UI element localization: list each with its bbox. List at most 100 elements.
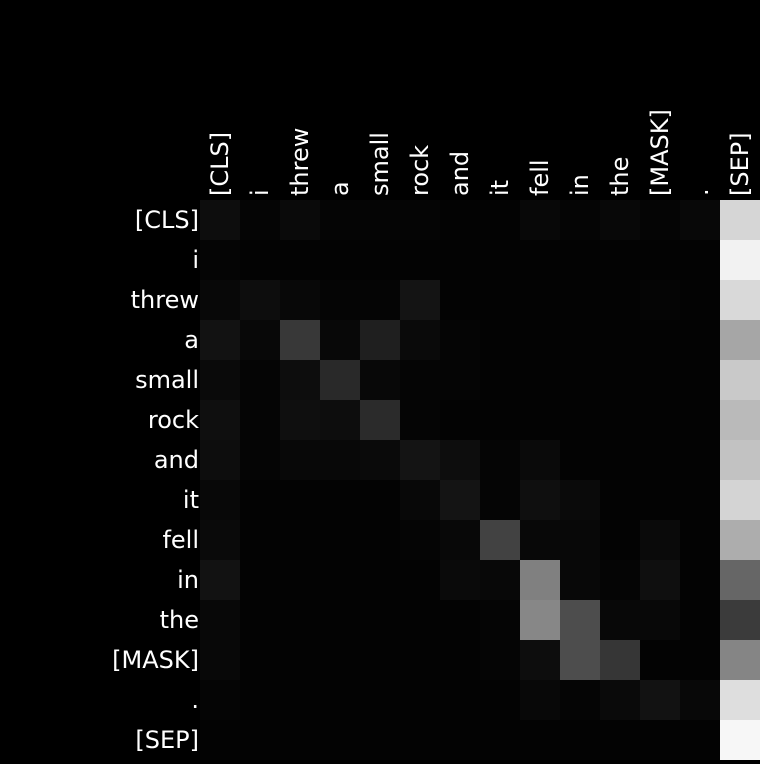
heatmap-cell-r10-c2 [280,600,320,640]
heatmap-cell-r12-c7 [480,680,520,720]
heatmap-cell-r3-c4 [360,320,400,360]
heatmap-cell-r6-c1 [240,440,280,480]
heatmap-cell-r1-c10 [600,240,640,280]
heatmap-cell-r3-c9 [560,320,600,360]
heatmap-cell-r6-c4 [360,440,400,480]
heatmap-cell-r10-c1 [240,600,280,640]
heatmap-cell-r12-c8 [520,680,560,720]
heatmap-cell-r1-c12 [680,240,720,280]
heatmap-cell-r5-c5 [400,400,440,440]
heatmap-cell-r6-c7 [480,440,520,480]
y-axis-tick-labels: [CLS] i threw a small rock and it fell in the [MASK… [112,206,199,754]
heatmap-cell-r12-c0 [200,680,240,720]
heatmap-cell-r3-c11 [640,320,680,360]
heatmap-cell-r0-c2 [280,200,320,240]
heatmap-cell-r10-c11 [640,600,680,640]
y-tick-label: threw [131,286,199,314]
heatmap-cell-r0-c11 [640,200,680,240]
heatmap-cell-r0-c5 [400,200,440,240]
heatmap-cell-r13-c4 [360,720,400,760]
heatmap-cells [200,200,760,760]
heatmap-cell-r7-c13 [720,480,760,520]
heatmap-cell-r8-c3 [320,520,360,560]
heatmap-cell-r5-c7 [480,400,520,440]
heatmap-cell-r8-c11 [640,520,680,560]
heatmap-cell-r5-c10 [600,400,640,440]
heatmap-cell-r0-c8 [520,200,560,240]
heatmap-cell-r12-c11 [640,680,680,720]
heatmap-cell-r3-c7 [480,320,520,360]
heatmap-cell-r13-c7 [480,720,520,760]
heatmap-cell-r10-c0 [200,600,240,640]
heatmap-cell-r3-c12 [680,320,720,360]
heatmap-cell-r9-c11 [640,560,680,600]
heatmap-cell-r8-c4 [360,520,400,560]
heatmap-cell-r12-c12 [680,680,720,720]
heatmap-cell-r9-c2 [280,560,320,600]
heatmap-cell-r1-c6 [440,240,480,280]
heatmap-cell-r6-c11 [640,440,680,480]
heatmap-cell-r11-c2 [280,640,320,680]
heatmap-cell-r7-c7 [480,480,520,520]
heatmap-cell-r9-c6 [440,560,480,600]
heatmap-cell-r2-c9 [560,280,600,320]
heatmap-cell-r7-c9 [560,480,600,520]
x-tick-label: it [486,180,514,196]
heatmap-cell-r11-c10 [600,640,640,680]
heatmap-cell-r13-c1 [240,720,280,760]
heatmap-cell-r2-c0 [200,280,240,320]
heatmap-cell-r6-c8 [520,440,560,480]
y-tick-label: [MASK] [112,646,199,674]
heatmap-cell-r10-c4 [360,600,400,640]
heatmap-cell-r13-c10 [600,720,640,760]
heatmap-cell-r1-c8 [520,240,560,280]
heatmap-cell-r5-c13 [720,400,760,440]
x-tick-label: fell [526,159,554,196]
heatmap-cell-r4-c4 [360,360,400,400]
heatmap-cell-r9-c9 [560,560,600,600]
heatmap-cell-r4-c8 [520,360,560,400]
heatmap-cell-r2-c6 [440,280,480,320]
heatmap-cell-r3-c10 [600,320,640,360]
heatmap-cell-r11-c8 [520,640,560,680]
heatmap-cell-r4-c3 [320,360,360,400]
heatmap-cell-r2-c1 [240,280,280,320]
heatmap-cell-r7-c5 [400,480,440,520]
heatmap-cell-r0-c10 [600,200,640,240]
heatmap-cell-r10-c10 [600,600,640,640]
heatmap-cell-r12-c4 [360,680,400,720]
heatmap-cell-r3-c6 [440,320,480,360]
heatmap-cell-r4-c1 [240,360,280,400]
x-tick-label: and [446,151,474,196]
heatmap-cell-r7-c10 [600,480,640,520]
heatmap-cell-r9-c5 [400,560,440,600]
heatmap-cell-r10-c6 [440,600,480,640]
heatmap-cell-r9-c13 [720,560,760,600]
heatmap-cell-r9-c12 [680,560,720,600]
heatmap-cell-r1-c7 [480,240,520,280]
heatmap-cell-r12-c10 [600,680,640,720]
heatmap-cell-r10-c3 [320,600,360,640]
heatmap-cell-r13-c12 [680,720,720,760]
heatmap-cell-r5-c1 [240,400,280,440]
heatmap-cell-r12-c5 [400,680,440,720]
heatmap-cell-r1-c5 [400,240,440,280]
heatmap-cell-r0-c1 [240,200,280,240]
heatmap-cell-r11-c11 [640,640,680,680]
heatmap-cell-r4-c13 [720,360,760,400]
heatmap-cell-r6-c13 [720,440,760,480]
heatmap-cell-r7-c0 [200,480,240,520]
heatmap-cell-r13-c5 [400,720,440,760]
heatmap-cell-r5-c9 [560,400,600,440]
y-tick-label: a [184,326,199,354]
heatmap-cell-r4-c9 [560,360,600,400]
heatmap-cell-r13-c9 [560,720,600,760]
heatmap-cell-r3-c3 [320,320,360,360]
heatmap-cell-r12-c9 [560,680,600,720]
y-tick-label: [CLS] [135,206,199,234]
heatmap-cell-r6-c10 [600,440,640,480]
heatmap-cell-r3-c0 [200,320,240,360]
heatmap-cell-r8-c2 [280,520,320,560]
heatmap-cell-r5-c12 [680,400,720,440]
